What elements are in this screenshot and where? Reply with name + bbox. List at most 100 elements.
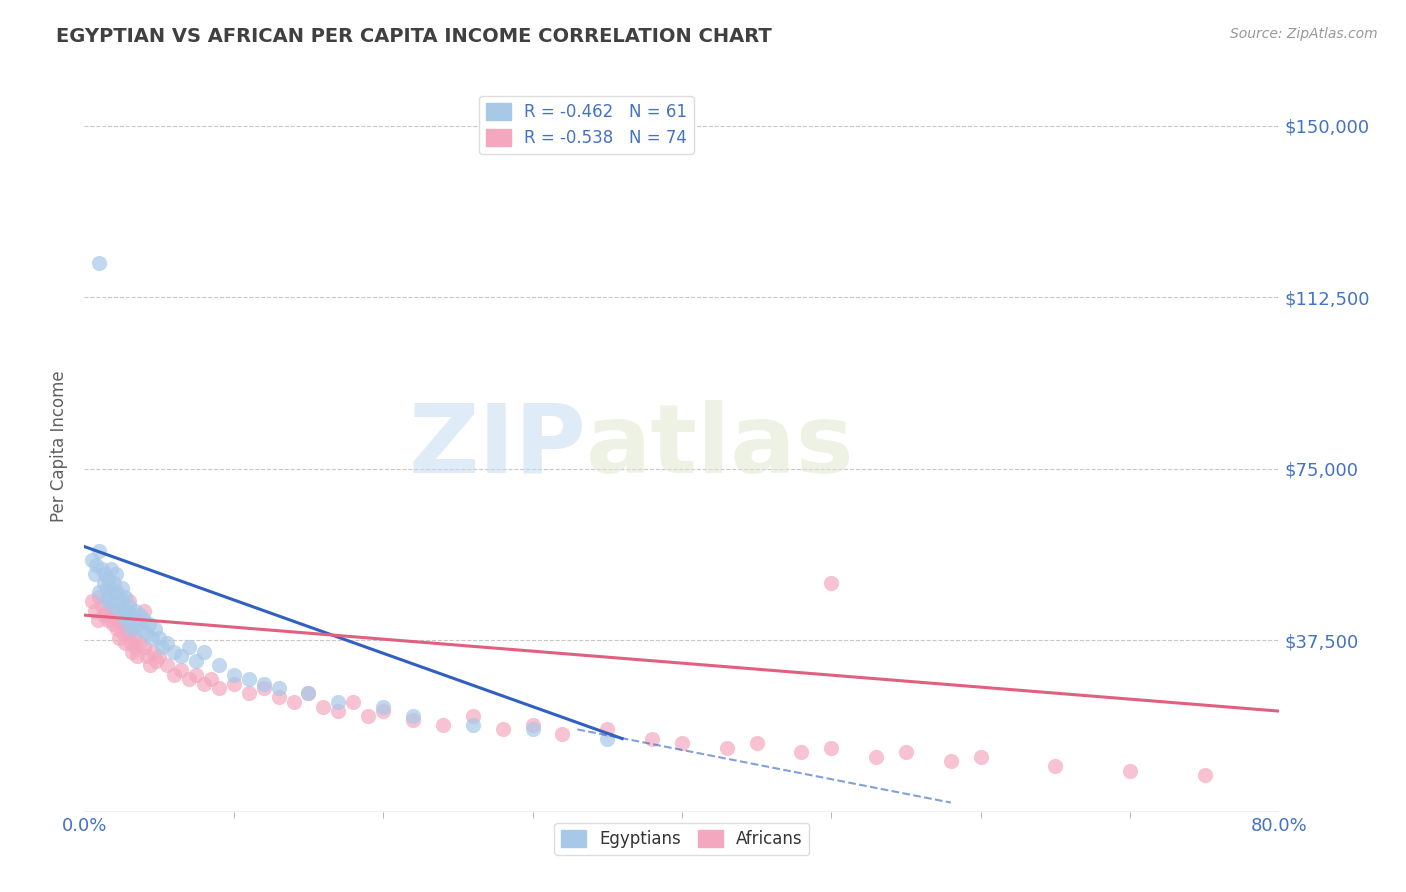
- Point: [790, 745, 813, 759]
- Point: [522, 723, 544, 737]
- Point: [111, 594, 134, 608]
- Point: [177, 640, 200, 655]
- Point: [716, 740, 738, 755]
- Point: [253, 681, 276, 696]
- Point: [373, 699, 395, 714]
- Point: [402, 714, 425, 728]
- Point: [122, 631, 145, 645]
- Point: [103, 599, 125, 613]
- Point: [132, 613, 156, 627]
- Point: [96, 581, 118, 595]
- Point: [128, 635, 150, 649]
- Point: [148, 649, 170, 664]
- Point: [94, 567, 117, 582]
- Point: [357, 708, 380, 723]
- Point: [115, 622, 138, 636]
- Point: [671, 736, 693, 750]
- Point: [83, 567, 105, 582]
- Point: [111, 617, 134, 632]
- Point: [97, 572, 120, 586]
- Text: ZIP: ZIP: [408, 400, 586, 492]
- Point: [117, 617, 139, 632]
- Point: [114, 635, 136, 649]
- Point: [1045, 759, 1067, 773]
- Point: [100, 562, 122, 576]
- Point: [267, 690, 290, 705]
- Point: [200, 672, 222, 686]
- Point: [138, 617, 160, 632]
- Point: [124, 640, 146, 655]
- Point: [342, 695, 364, 709]
- Point: [104, 567, 127, 582]
- Point: [1119, 764, 1142, 778]
- Point: [89, 256, 111, 270]
- Point: [83, 603, 105, 617]
- Point: [745, 736, 768, 750]
- Point: [80, 553, 103, 567]
- Point: [432, 718, 454, 732]
- Point: [101, 617, 124, 632]
- Point: [89, 544, 111, 558]
- Point: [118, 599, 141, 613]
- Point: [124, 603, 146, 617]
- Point: [402, 708, 425, 723]
- Point: [125, 617, 148, 632]
- Point: [112, 626, 135, 640]
- Point: [170, 663, 193, 677]
- Point: [596, 731, 619, 746]
- Point: [80, 594, 103, 608]
- Point: [222, 676, 245, 690]
- Point: [111, 581, 134, 595]
- Text: EGYPTIAN VS AFRICAN PER CAPITA INCOME CORRELATION CHART: EGYPTIAN VS AFRICAN PER CAPITA INCOME CO…: [56, 27, 772, 45]
- Point: [103, 585, 125, 599]
- Point: [238, 672, 260, 686]
- Point: [100, 608, 122, 623]
- Point: [170, 649, 193, 664]
- Point: [939, 755, 962, 769]
- Point: [193, 645, 215, 659]
- Point: [96, 603, 118, 617]
- Point: [89, 590, 111, 604]
- Point: [186, 654, 208, 668]
- Point: [186, 667, 208, 681]
- Point: [148, 631, 170, 645]
- Point: [267, 681, 290, 696]
- Point: [105, 585, 128, 599]
- Point: [101, 594, 124, 608]
- Point: [91, 562, 114, 576]
- Point: [163, 645, 186, 659]
- Point: [105, 622, 128, 636]
- Point: [297, 686, 319, 700]
- Point: [461, 718, 484, 732]
- Point: [328, 704, 350, 718]
- Point: [641, 731, 664, 746]
- Point: [128, 608, 150, 623]
- Point: [461, 708, 484, 723]
- Point: [100, 581, 122, 595]
- Point: [222, 667, 245, 681]
- Point: [91, 599, 114, 613]
- Point: [125, 649, 148, 664]
- Point: [522, 718, 544, 732]
- Point: [1194, 768, 1216, 782]
- Point: [115, 603, 138, 617]
- Point: [87, 613, 110, 627]
- Text: Source: ZipAtlas.com: Source: ZipAtlas.com: [1230, 27, 1378, 41]
- Point: [297, 686, 319, 700]
- Point: [121, 622, 143, 636]
- Point: [492, 723, 515, 737]
- Point: [283, 695, 305, 709]
- Point: [155, 635, 177, 649]
- Point: [97, 613, 120, 627]
- Point: [97, 590, 120, 604]
- Point: [110, 603, 132, 617]
- Point: [136, 649, 159, 664]
- Point: [253, 676, 276, 690]
- Point: [970, 749, 993, 764]
- Point: [163, 667, 186, 681]
- Text: atlas: atlas: [586, 400, 855, 492]
- Point: [89, 585, 111, 599]
- Point: [129, 622, 152, 636]
- Point: [141, 631, 163, 645]
- Point: [120, 635, 142, 649]
